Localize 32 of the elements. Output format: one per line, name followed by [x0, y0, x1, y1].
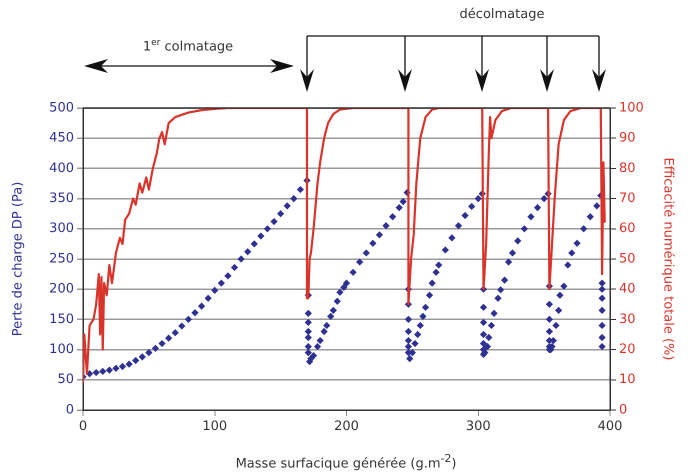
y2-tick-label: 20: [619, 342, 636, 357]
y-tick-label: 400: [49, 160, 74, 176]
y-tick-label: 300: [49, 221, 74, 236]
y-tick-label: 50: [57, 372, 74, 388]
x-tick-label: 100: [202, 419, 228, 434]
y2-tick-label: 50: [619, 251, 636, 266]
x-tick-label: 300: [466, 419, 491, 434]
y-tick-label: 200: [49, 282, 74, 297]
y2-tick-label: 100: [619, 100, 644, 116]
y2-tick-label: 30: [619, 312, 636, 327]
y-tick-label: 250: [49, 251, 74, 266]
y2-tick-label: 90: [619, 130, 636, 146]
y2-tick-label: 70: [619, 190, 636, 206]
x-tick-label: 200: [334, 419, 359, 434]
y-tick-label: 0: [66, 402, 74, 418]
y-tick-label: 100: [49, 342, 74, 357]
text: 1$^{er}$ colmatage: [142, 38, 234, 54]
y-tick-label: 450: [49, 130, 74, 146]
y-tick-label: 350: [49, 190, 74, 206]
x-tick-label: 400: [598, 419, 622, 434]
y2-tick-label: 80: [619, 160, 636, 176]
y2-tick-label: 60: [619, 221, 636, 236]
y2-axis-title: Efficacité numérique totale (%): [660, 158, 676, 360]
y2-tick-label: 0: [619, 402, 628, 418]
x-tick-label: 0: [78, 419, 88, 434]
text: décolmatage: [460, 7, 544, 22]
y2-tick-label: 40: [619, 282, 636, 297]
y-tick-label: 150: [49, 312, 74, 327]
y-tick-label: 500: [49, 100, 74, 116]
y2-tick-label: 10: [619, 372, 636, 388]
x-axis-title: Masse surfacique générée (g.m$^{-2}$): [236, 452, 456, 472]
y-axis-title: Perte de charge DP (Pa): [10, 182, 26, 336]
